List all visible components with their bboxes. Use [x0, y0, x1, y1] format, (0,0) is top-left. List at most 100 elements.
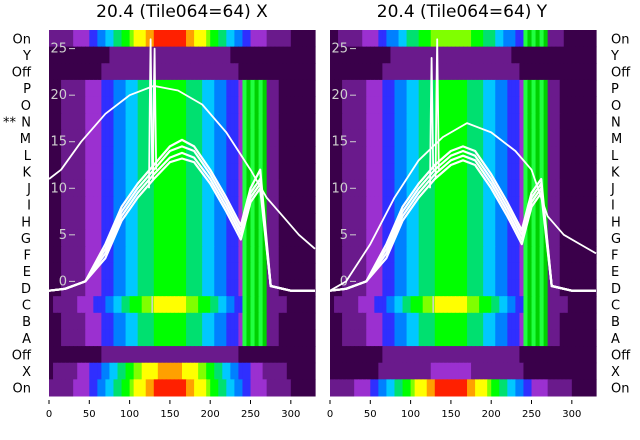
heatmap-cell	[539, 63, 545, 81]
heatmap-cell	[137, 312, 143, 330]
heatmap-cell	[117, 379, 123, 397]
heatmap-cell	[467, 362, 472, 380]
heatmap-cell	[77, 79, 82, 98]
heatmap-cell	[330, 63, 335, 81]
heatmap-cell	[133, 79, 139, 98]
heatmap-cell	[157, 312, 163, 330]
heatmap-cell	[535, 163, 541, 181]
heatmap-cell	[390, 63, 396, 81]
heatmap-cell	[362, 63, 367, 81]
heatmap-cell	[426, 329, 432, 347]
heatmap-cell	[511, 179, 516, 197]
heatmap-cell	[286, 113, 292, 131]
heatmap-cell	[161, 262, 167, 281]
heatmap-cell	[169, 296, 175, 314]
heatmap-cell	[378, 30, 383, 48]
heatmap-cell	[430, 262, 436, 281]
heatmap-cell	[77, 46, 82, 64]
heatmap-cell	[358, 346, 363, 364]
heatmap-cell	[358, 96, 363, 114]
heatmap-cell	[471, 196, 476, 214]
heatmap-cell	[410, 312, 416, 330]
heatmap-cell	[563, 279, 569, 297]
heatmap-cell	[230, 362, 235, 380]
heatmap-cell	[495, 196, 500, 214]
heatmap-cell	[467, 179, 472, 197]
heatmap-cell	[133, 279, 139, 297]
heatmap-cell	[471, 30, 476, 48]
heatmap-cell	[81, 113, 86, 131]
heatmap-cell	[523, 63, 529, 81]
heatmap-cell	[495, 346, 500, 364]
heatmap-cell	[515, 196, 521, 214]
heatmap-cell	[559, 379, 565, 397]
heatmap-cell	[153, 63, 159, 81]
heatmap-cell	[274, 296, 280, 314]
heatmap-cell	[426, 229, 432, 247]
heatmap-cell	[105, 279, 111, 297]
heatmap-cell	[358, 312, 363, 330]
heatmap-cell	[551, 163, 557, 181]
heatmap-cell	[310, 63, 316, 81]
heatmap-cell	[230, 196, 235, 214]
heatmap-cell	[418, 346, 424, 364]
heatmap-cell	[165, 379, 171, 397]
heatmap-cell	[418, 279, 424, 297]
heatmap-cell	[390, 96, 396, 114]
heatmap-cell	[57, 96, 62, 114]
heatmap-cell	[531, 379, 537, 397]
heatmap-cell	[306, 113, 312, 131]
heatmap-cell	[374, 246, 379, 264]
heatmap-cell	[234, 379, 240, 397]
heatmap-cell	[198, 329, 203, 347]
heatmap-cell	[491, 379, 496, 397]
heatmap-cell	[559, 30, 565, 48]
row-label-right: M	[611, 132, 622, 147]
heatmap-cell	[109, 79, 115, 98]
heatmap-cell	[298, 213, 304, 231]
heatmap-cell	[543, 30, 549, 48]
heatmap-cell	[390, 163, 396, 181]
heatmap-cell	[310, 30, 316, 48]
heatmap-cell	[555, 163, 561, 181]
heatmap-cell	[177, 362, 183, 380]
heatmap-cell	[579, 312, 585, 330]
heatmap-cell	[571, 113, 577, 131]
heatmap-cell	[214, 30, 219, 48]
heatmap-cell	[97, 362, 102, 380]
heatmap-cell	[475, 79, 480, 98]
heatmap-cell	[454, 329, 460, 347]
heatmap-cell	[49, 196, 54, 214]
heatmap-cell	[89, 146, 94, 164]
heatmap-cell	[153, 179, 159, 197]
heatmap-cell	[290, 129, 296, 147]
heatmap-cell	[555, 179, 561, 197]
heatmap-cell	[571, 196, 577, 214]
heatmap-cell	[157, 63, 163, 81]
heatmap-cell	[286, 163, 292, 181]
heatmap-cell	[302, 279, 308, 297]
heatmap-cell	[161, 362, 167, 380]
heatmap-cell	[250, 329, 256, 347]
heatmap-cell	[49, 362, 54, 380]
row-label-left: C	[22, 299, 31, 314]
heatmap-cell	[346, 46, 351, 64]
heatmap-cell	[370, 213, 375, 231]
heatmap-cell	[286, 346, 292, 364]
heatmap-cell	[69, 129, 74, 147]
heatmap-cell	[551, 246, 557, 264]
heatmap-cell	[145, 96, 151, 114]
heatmap-cell	[366, 196, 371, 214]
heatmap-cell	[85, 312, 90, 330]
heatmap-cell	[274, 30, 280, 48]
heatmap-cell	[330, 213, 335, 231]
heatmap-cell	[495, 296, 500, 314]
heatmap-cell	[97, 329, 102, 347]
heatmap-cell	[222, 113, 227, 131]
heatmap-cell	[394, 30, 400, 48]
heatmap-cell	[226, 296, 231, 314]
heatmap-cell	[354, 146, 359, 164]
heatmap-cell	[133, 163, 139, 181]
heatmap-cell	[73, 46, 78, 64]
heatmap-cell	[467, 113, 472, 131]
